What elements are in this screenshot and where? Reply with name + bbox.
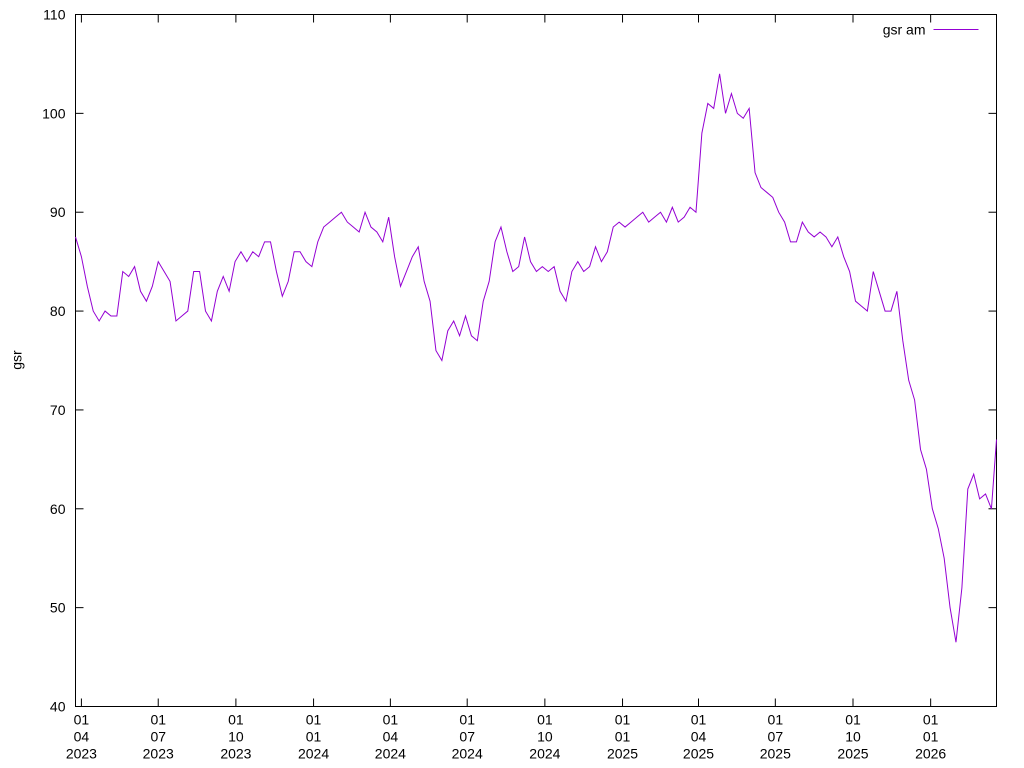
x-tick-label-line: 07 — [150, 729, 166, 745]
y-tick-label: 40 — [50, 699, 66, 715]
x-tick-label-line: 2024 — [452, 746, 483, 762]
x-tick-label: 01 07 2025 — [760, 712, 791, 762]
x-tick-label-line: 2023 — [143, 746, 174, 762]
x-tick-label-line: 2024 — [529, 746, 560, 762]
x-tick-label-line: 01 — [923, 729, 939, 745]
x-tick-label: 01 04 2024 — [375, 712, 406, 762]
x-tick-label-line: 2025 — [607, 746, 638, 762]
x-tick-label-line: 10 — [537, 729, 553, 745]
x-tick-label-line: 01 — [691, 712, 707, 728]
x-tick-label-line: 01 — [923, 712, 939, 728]
plot-border — [75, 14, 997, 707]
x-tick-label-line: 01 — [306, 729, 322, 745]
x-tick-label-line: 04 — [383, 729, 399, 745]
x-tick-label-line: 2024 — [375, 746, 406, 762]
y-tick-label: 80 — [50, 303, 66, 319]
x-tick-label-line: 07 — [459, 729, 475, 745]
x-tick-label: 01 04 2023 — [66, 712, 97, 762]
x-tick-label: 01 10 2023 — [220, 712, 251, 762]
x-tick-label-line: 04 — [74, 729, 90, 745]
x-tick-label-line: 2025 — [760, 746, 791, 762]
x-tick-label-line: 01 — [845, 712, 861, 728]
y-tick-label: 50 — [50, 600, 66, 616]
x-tick-label-line: 07 — [768, 729, 784, 745]
y-axis-label: gsr — [9, 350, 25, 370]
x-tick-label: 01 01 2025 — [607, 712, 638, 762]
legend-label: gsr am — [883, 22, 926, 38]
x-tick-label-line: 01 — [150, 712, 166, 728]
x-tick-label-line: 01 — [615, 712, 631, 728]
x-tick-label-line: 04 — [691, 729, 707, 745]
x-tick-label-line: 2025 — [837, 746, 868, 762]
x-tick-label: 01 01 2024 — [298, 712, 329, 762]
x-tick-label: 01 04 2025 — [683, 712, 714, 762]
x-tick-label-line: 01 — [459, 712, 475, 728]
x-tick-label-line: 2023 — [66, 746, 97, 762]
x-tick-label: 01 10 2024 — [529, 712, 560, 762]
y-tick-label: 70 — [50, 402, 66, 418]
x-tick-label-line: 01 — [537, 712, 553, 728]
x-tick-label-line: 2026 — [915, 746, 946, 762]
x-tick-label: 01 01 2026 — [915, 712, 946, 762]
x-tick-label-line: 2023 — [220, 746, 251, 762]
x-tick-label: 01 10 2025 — [837, 712, 868, 762]
x-tick-label-line: 10 — [228, 729, 244, 745]
x-tick-label-line: 01 — [306, 712, 322, 728]
x-tick-label-line: 01 — [768, 712, 784, 728]
x-tick-label-line: 01 — [383, 712, 399, 728]
x-tick-label-line: 01 — [615, 729, 631, 745]
x-tick-label: 01 07 2024 — [452, 712, 483, 762]
x-tick-label: 01 07 2023 — [143, 712, 174, 762]
x-tick-label-line: 01 — [228, 712, 244, 728]
y-tick-label: 110 — [43, 7, 66, 23]
y-tick-label: 60 — [50, 501, 66, 517]
y-tick-label: 90 — [50, 204, 66, 220]
x-tick-label-line: 2024 — [298, 746, 329, 762]
x-tick-label-line: 10 — [845, 729, 861, 745]
y-tick-label: 100 — [42, 105, 66, 121]
data-line — [75, 73, 997, 643]
x-tick-label-line: 2025 — [683, 746, 714, 762]
x-tick-label-line: 01 — [74, 712, 90, 728]
